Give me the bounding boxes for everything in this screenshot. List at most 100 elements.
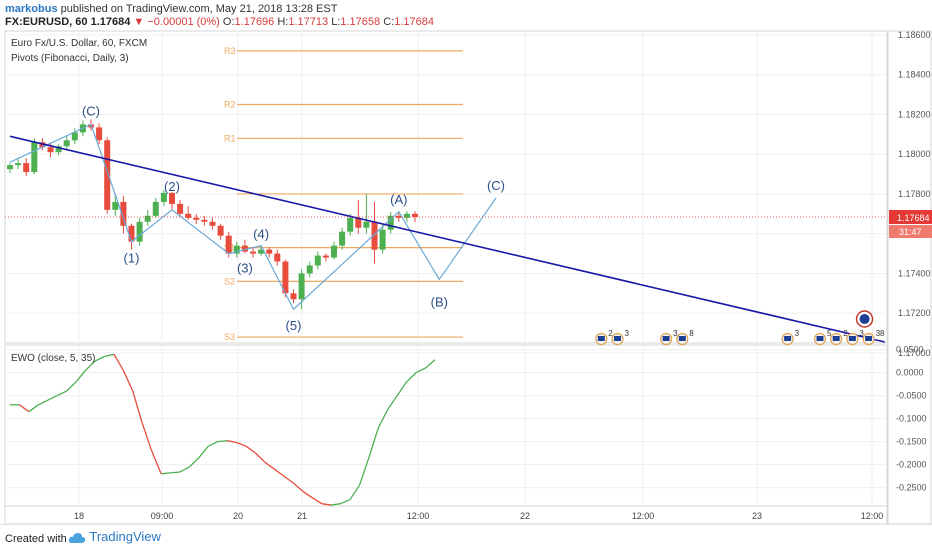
wave-path	[9, 123, 497, 311]
ewo-line	[198, 445, 209, 459]
low-label: L:	[331, 16, 341, 28]
close-value: 1.17684	[394, 16, 434, 28]
author-link[interactable]: markobus	[5, 3, 58, 15]
x-tick-label: 22	[520, 511, 530, 521]
ewo-line	[104, 353, 115, 358]
candle	[339, 231, 346, 246]
wave-label: (B)	[431, 294, 448, 309]
ewo-line	[151, 450, 162, 475]
current-price-label: 1.17684	[897, 213, 930, 223]
flag-icon	[614, 336, 621, 341]
wave-label: (1)	[124, 251, 140, 266]
tradingview-label: TradingView	[89, 529, 161, 544]
candle	[47, 147, 54, 153]
y-tick-label: 1.17400	[898, 268, 931, 278]
countdown-marker	[889, 225, 932, 239]
candle	[306, 265, 313, 274]
candle	[96, 127, 103, 141]
ewo-y-tick-label: -0.2500	[896, 483, 927, 493]
candle	[403, 213, 410, 218]
candle	[193, 217, 200, 220]
event-count: 2	[843, 329, 848, 338]
time-axis	[4, 505, 888, 524]
candle	[136, 221, 143, 242]
last-price: 1.17684	[90, 16, 131, 28]
ewo-line	[236, 441, 247, 447]
flag-icon	[597, 336, 605, 341]
down-arrow-icon: ▼	[133, 16, 145, 28]
y-tick-label: 1.17200	[898, 308, 931, 318]
candle	[201, 219, 208, 222]
candle	[363, 221, 370, 228]
ewo-line	[94, 355, 105, 362]
pivot-label: S3	[224, 332, 235, 342]
ewo-y-tick-label: -0.2000	[896, 460, 927, 470]
symbol-line: FX:EURUSD, 60 1.17684 ▼ −0.00001 (0%) O:…	[5, 16, 434, 28]
tradingview-brand[interactable]: TradingView	[68, 529, 161, 544]
high-value: 1.17713	[288, 16, 329, 28]
ewo-y-tick-label: 0.0500	[896, 345, 924, 355]
wave-label: (A)	[390, 192, 407, 207]
ewo-line	[47, 395, 58, 401]
pivots-legend: Pivots (Fibonacci, Daily, 3)	[11, 53, 129, 64]
ewo-line	[255, 452, 266, 463]
ewo-y-tick-label: -0.1500	[896, 437, 927, 447]
event-count: 3	[859, 329, 864, 338]
ewo-line	[283, 475, 294, 484]
event-count: 3	[625, 329, 630, 338]
ewo-line	[161, 472, 171, 475]
low-value: 1.17658	[340, 16, 381, 28]
candle	[128, 225, 135, 242]
candle	[225, 235, 232, 254]
ewo-pane	[4, 344, 888, 507]
countdown-label: 31:47	[899, 227, 922, 237]
pivot-label: R2	[224, 100, 236, 110]
candle	[290, 293, 297, 300]
wave-label: (5)	[286, 318, 302, 333]
x-tick-label: 23	[752, 511, 762, 521]
candle	[7, 165, 13, 170]
open-value: 1.17696	[234, 16, 275, 28]
ewo-line	[396, 381, 408, 396]
ewo-line	[170, 471, 181, 474]
y-tick-label: 1.18600	[898, 30, 931, 40]
ewo-y-tick-label: 0.0000	[896, 368, 924, 378]
ewo-line	[274, 468, 285, 477]
pivot-label: R1	[224, 133, 236, 143]
ewo-line	[113, 353, 124, 371]
main-pane	[4, 30, 888, 344]
publish-line: markobus published on TradingView.com, M…	[5, 3, 337, 15]
ewo-line	[358, 457, 370, 486]
candle	[298, 273, 305, 300]
ewo-line	[321, 503, 332, 506]
candle	[169, 192, 175, 204]
flag-icon	[678, 336, 686, 341]
ewo-title: EWO (close, 5, 35)	[11, 353, 95, 364]
ewo-line	[377, 409, 389, 429]
flag-icon	[816, 336, 824, 341]
ewo-line	[368, 427, 379, 458]
candle	[71, 132, 78, 141]
ewo-line	[66, 381, 77, 392]
candle	[241, 245, 248, 252]
x-tick-label: 18	[74, 511, 84, 521]
wave-label: (C)	[82, 103, 100, 118]
candle	[233, 245, 240, 254]
candle	[347, 217, 354, 232]
cloud-icon	[68, 532, 86, 543]
ewo-line	[331, 503, 341, 506]
ewo-line	[19, 404, 30, 413]
ewo-line	[75, 369, 87, 383]
candle	[266, 249, 273, 254]
candle	[250, 251, 256, 254]
flag-icon	[832, 336, 840, 341]
candle	[112, 201, 119, 210]
ewo-line	[208, 441, 219, 447]
ewo-line	[217, 440, 228, 443]
wave-label: (4)	[253, 227, 269, 242]
current-price-marker	[889, 210, 932, 225]
ewo-line	[28, 404, 39, 413]
candle	[63, 140, 70, 147]
globe-icon	[859, 314, 870, 324]
